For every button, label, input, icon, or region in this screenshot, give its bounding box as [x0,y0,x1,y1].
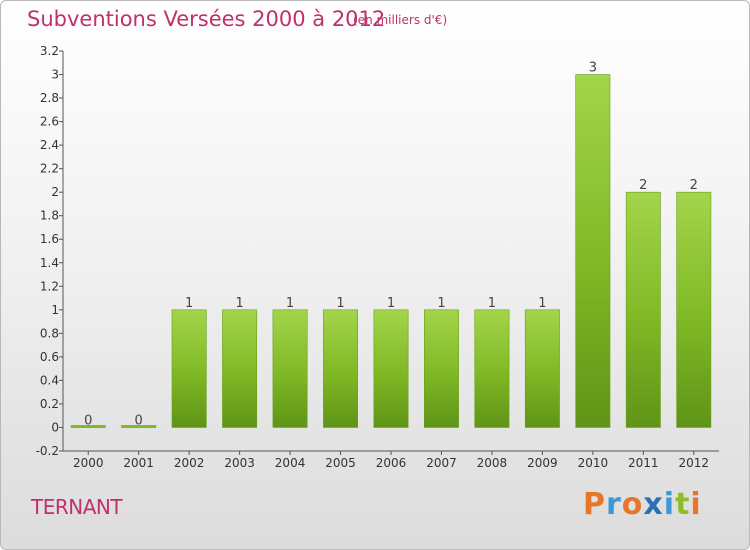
x-tick-label: 2006 [376,456,407,470]
bar-value-label: 2 [690,178,698,193]
bar [272,309,308,428]
x-tick-label: 2007 [426,456,457,470]
x-tick-label: 2005 [325,456,356,470]
y-tick-label: 3 [51,68,59,82]
bar [676,191,712,428]
bar [474,309,510,428]
logo-letter: x [643,487,664,522]
x-tick-label: 2008 [477,456,508,470]
bar [222,309,258,428]
y-tick-label: 2.6 [40,115,59,129]
commune-name: TERNANT [31,495,123,519]
y-tick-label: 0.6 [40,350,59,364]
y-tick-label: 1.6 [40,232,59,246]
x-tick-label: 2010 [578,456,609,470]
x-tick-label: 2004 [275,456,306,470]
y-tick-label: 2 [51,185,59,199]
bar-value-label: 1 [538,296,546,311]
bar [171,309,207,428]
y-tick-label: 2.8 [40,91,59,105]
logo-letter: i [690,487,702,522]
proxiti-logo: Proxiti [583,487,702,522]
y-tick-label: 3.2 [40,44,59,58]
y-tick-label: 2.4 [40,138,59,152]
bar-value-label: 1 [286,296,294,311]
chart-unit: (en milliers d'€) [353,13,448,27]
bar-value-label: 3 [589,61,597,76]
y-tick-label: 2.2 [40,162,59,176]
bar [121,425,157,428]
bar-value-label: 0 [84,413,92,428]
bar [323,309,358,428]
bar [524,309,560,428]
y-tick-label: -0.2 [36,444,59,458]
chart-bars: 0 0 1 1 1 1 1 1 1 1 3 2 2 [70,61,712,428]
x-tick-label: 2000 [73,456,104,470]
logo-letter: t [675,487,691,522]
x-tick-label: 2001 [123,456,154,470]
y-tick-label: 0 [51,420,59,434]
x-tick-label: 2012 [678,456,709,470]
bar-value-label: 2 [639,178,647,193]
logo-letter: i [663,487,676,522]
y-tick-label: 1.4 [40,256,59,270]
x-tick-label: 2002 [174,456,205,470]
logo-letter: r [606,487,622,522]
logo-letter: P [583,487,606,522]
x-tick-label: 2003 [224,456,255,470]
bar-value-label: 1 [185,296,193,311]
bar-value-label: 1 [235,296,243,311]
x-tick-label: 2009 [527,456,558,470]
y-tick-label: 1.2 [40,279,59,293]
bar-value-label: 0 [135,413,143,428]
chart-title: Subventions Versées 2000 à 2012 [27,7,386,31]
y-tick-label: 0.4 [40,373,59,387]
y-tick-label: 1 [51,303,59,317]
bar-value-label: 1 [336,296,344,311]
bar-value-label: 1 [488,296,496,311]
bar [575,74,611,428]
x-tick-label: 2011 [628,456,659,470]
y-tick-label: 0.8 [40,326,59,340]
logo-letter: o [621,487,644,522]
bar [70,425,106,428]
bar [424,309,459,428]
bar-value-label: 1 [437,296,445,311]
bar-value-label: 1 [387,296,395,311]
chart-axes: -0.2 0 0.2 0.4 0.6 0.8 1 1.2 1.4 1.6 1.8 2 2.2 2.4 2.6… [36,44,719,470]
y-tick-label: 0.2 [40,397,59,411]
bar [373,309,409,428]
y-tick-label: 1.8 [40,209,59,223]
bar [625,191,661,428]
